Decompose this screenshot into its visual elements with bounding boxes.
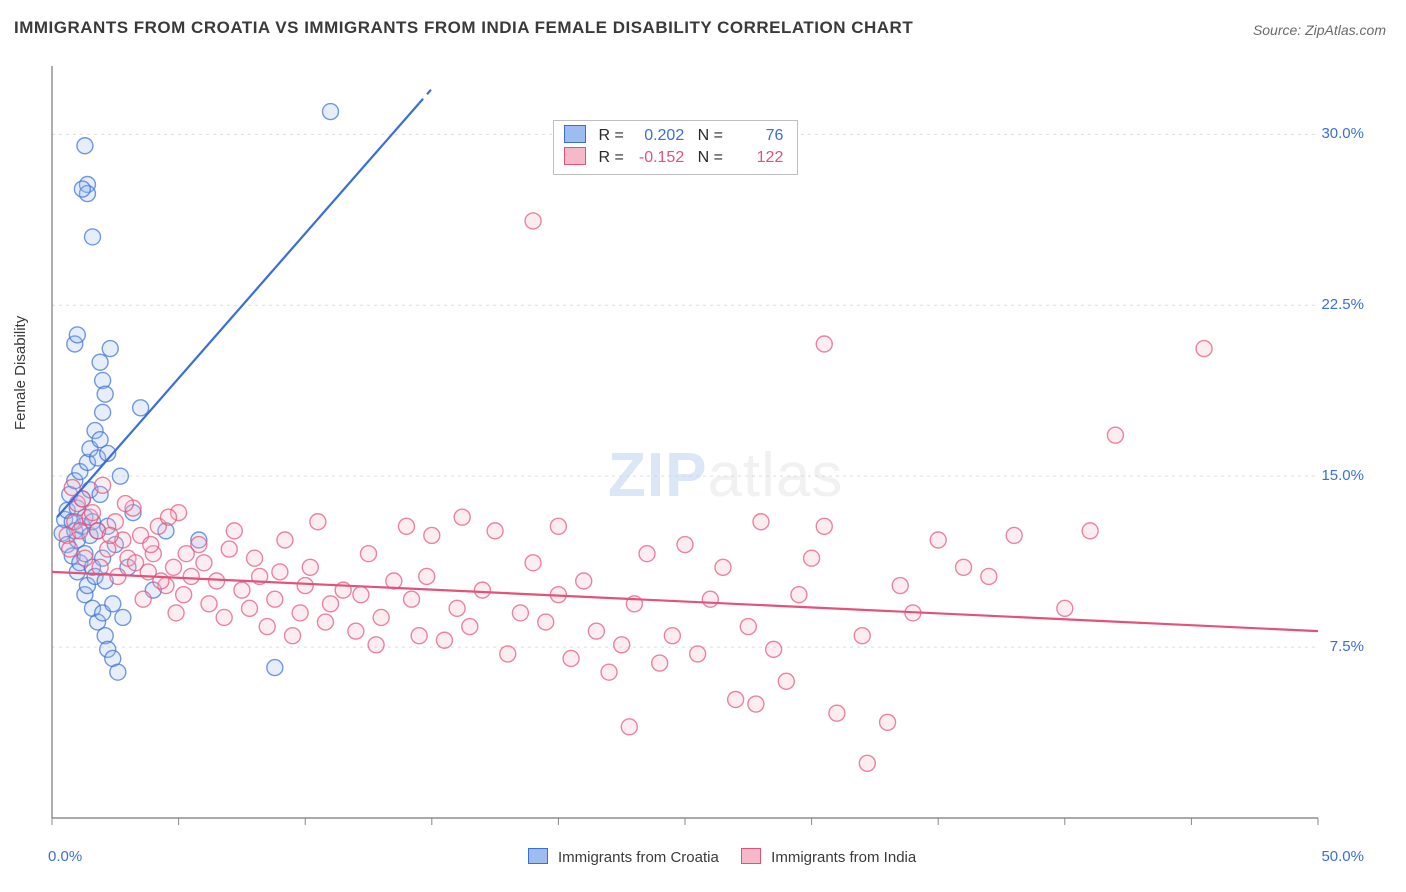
y-tick-label: 30.0% xyxy=(1321,125,1364,142)
r-value: 0.202 xyxy=(628,125,684,147)
n-value: 122 xyxy=(727,147,783,169)
x-axis-labels: 0.0% Immigrants from Croatia Immigrants … xyxy=(48,848,1378,878)
x-axis-end: 50.0% xyxy=(1321,848,1364,865)
chart-title: IMMIGRANTS FROM CROATIA VS IMMIGRANTS FR… xyxy=(14,18,913,38)
legend-swatch-icon xyxy=(741,848,761,864)
scatter-chart xyxy=(48,60,1378,840)
plot-area: ZIPatlas R = 0.202 N = 76 R = -0.152 N =… xyxy=(48,60,1378,840)
stats-row: R = -0.152 N = 122 xyxy=(564,147,783,169)
legend-swatch-icon xyxy=(528,848,548,864)
legend-label: Immigrants from India xyxy=(771,849,916,866)
series-swatch-icon xyxy=(564,125,586,143)
y-tick-label: 15.0% xyxy=(1321,467,1364,484)
y-tick-label: 7.5% xyxy=(1330,638,1364,655)
series-swatch-icon xyxy=(564,147,586,165)
y-axis-label: Female Disability xyxy=(12,316,29,430)
n-value: 76 xyxy=(727,125,783,147)
stats-row: R = 0.202 N = 76 xyxy=(564,125,783,147)
source-label: Source: ZipAtlas.com xyxy=(1253,22,1386,38)
bottom-legend: Immigrants from Croatia Immigrants from … xyxy=(48,848,1378,866)
y-tick-label: 22.5% xyxy=(1321,296,1364,313)
stats-legend: R = 0.202 N = 76 R = -0.152 N = 122 xyxy=(553,120,798,175)
legend-label: Immigrants from Croatia xyxy=(558,849,719,866)
r-value: -0.152 xyxy=(628,147,684,169)
